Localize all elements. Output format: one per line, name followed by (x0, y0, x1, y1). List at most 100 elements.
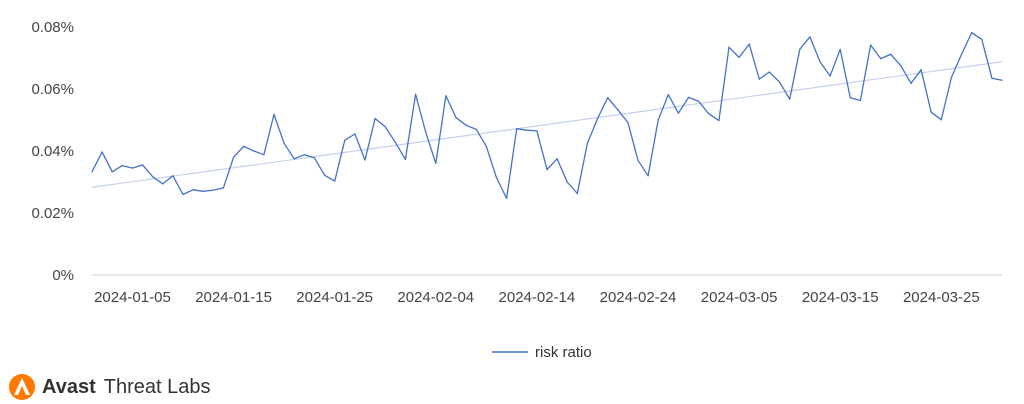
data-point (172, 175, 174, 177)
data-point (414, 93, 417, 95)
data-point (849, 97, 851, 99)
data-point (546, 169, 548, 171)
data-point (475, 128, 477, 130)
series-line-risk-ratio (91, 31, 1003, 200)
trend-line (91, 61, 1003, 188)
data-point (313, 157, 316, 159)
data-point (586, 142, 589, 144)
x-tick-label: 2024-03-25 (903, 289, 980, 306)
legend: risk ratio (492, 344, 592, 361)
data-point (232, 156, 235, 158)
data-point (748, 43, 750, 45)
y-tick-label: 0% (52, 267, 74, 284)
data-point (819, 61, 821, 63)
data-point (323, 174, 326, 176)
data-point (455, 116, 457, 119)
data-point (465, 124, 467, 126)
data-point (718, 120, 720, 122)
x-tick-label: 2024-02-14 (499, 289, 576, 306)
data-point (789, 98, 791, 100)
data-point (1001, 79, 1003, 81)
data-point (283, 142, 285, 144)
data-point (890, 53, 892, 55)
data-point (384, 126, 386, 128)
data-point (556, 158, 558, 160)
data-point (445, 95, 447, 97)
data-point (111, 171, 113, 173)
logo-brand: Avast (42, 375, 96, 398)
data-point (647, 175, 649, 177)
data-point (364, 159, 366, 161)
data-point (667, 93, 669, 96)
data-point (991, 77, 993, 79)
data-point (425, 131, 427, 133)
data-point (536, 130, 538, 132)
data-point (940, 119, 942, 121)
data-point (435, 162, 437, 164)
data-point (505, 197, 508, 200)
data-point (930, 111, 932, 113)
data-point (869, 44, 872, 46)
y-tick-label: 0.04% (31, 143, 74, 160)
data-point (222, 187, 225, 189)
x-tick-label: 2024-01-25 (296, 289, 373, 306)
x-tick-label: 2024-03-15 (802, 289, 879, 306)
data-point (91, 171, 93, 173)
data-point (768, 71, 771, 73)
data-point (121, 164, 123, 167)
data-point (829, 75, 831, 77)
y-axis-ticks: 0% 0.02% 0.04% 0.06% 0.08% (31, 19, 74, 284)
data-point (192, 189, 194, 191)
data-point (516, 128, 518, 130)
data-point (708, 113, 710, 115)
data-point (141, 164, 144, 166)
data-point (404, 158, 407, 160)
data-point (799, 48, 801, 50)
data-point (687, 96, 690, 98)
data-point (212, 189, 214, 191)
x-axis-ticks: 2024-01-05 2024-01-15 2024-01-25 2024-02-04… (94, 289, 980, 306)
data-point (698, 100, 700, 102)
data-point (728, 46, 730, 48)
data-point (627, 121, 629, 124)
data-point (778, 81, 781, 83)
data-point (344, 139, 346, 141)
x-tick-label: 2024-02-24 (600, 289, 677, 306)
data-point (880, 58, 882, 60)
data-point (303, 154, 305, 156)
data-point (910, 82, 912, 85)
data-point (637, 159, 639, 161)
data-point (677, 112, 680, 114)
data-point (657, 119, 659, 121)
data-point (495, 176, 498, 178)
data-point (526, 129, 528, 131)
data-point (809, 36, 811, 38)
data-point (950, 76, 953, 79)
data-point (354, 133, 356, 135)
data-point (596, 117, 599, 120)
data-point (576, 192, 578, 195)
data-point (182, 193, 184, 195)
data-point (152, 176, 154, 178)
logo: Avast Threat Labs (8, 372, 210, 402)
data-point (263, 154, 265, 156)
data-point (920, 69, 922, 71)
data-point (101, 151, 103, 153)
data-point (394, 141, 396, 143)
data-point (131, 167, 134, 169)
data-point (273, 113, 275, 116)
x-tick-label: 2024-01-05 (94, 289, 171, 306)
data-point (617, 109, 619, 111)
data-point (374, 117, 376, 120)
data-point (485, 145, 487, 147)
data-point (859, 99, 862, 102)
y-tick-label: 0.02% (31, 205, 74, 222)
x-tick-label: 2024-03-05 (701, 289, 778, 306)
x-tick-label: 2024-01-15 (195, 289, 272, 306)
data-point (900, 65, 902, 67)
legend-label: risk ratio (535, 344, 592, 361)
data-point (293, 158, 295, 160)
data-point (971, 31, 973, 34)
data-point (334, 180, 336, 182)
x-tick-label: 2024-02-04 (397, 289, 474, 306)
